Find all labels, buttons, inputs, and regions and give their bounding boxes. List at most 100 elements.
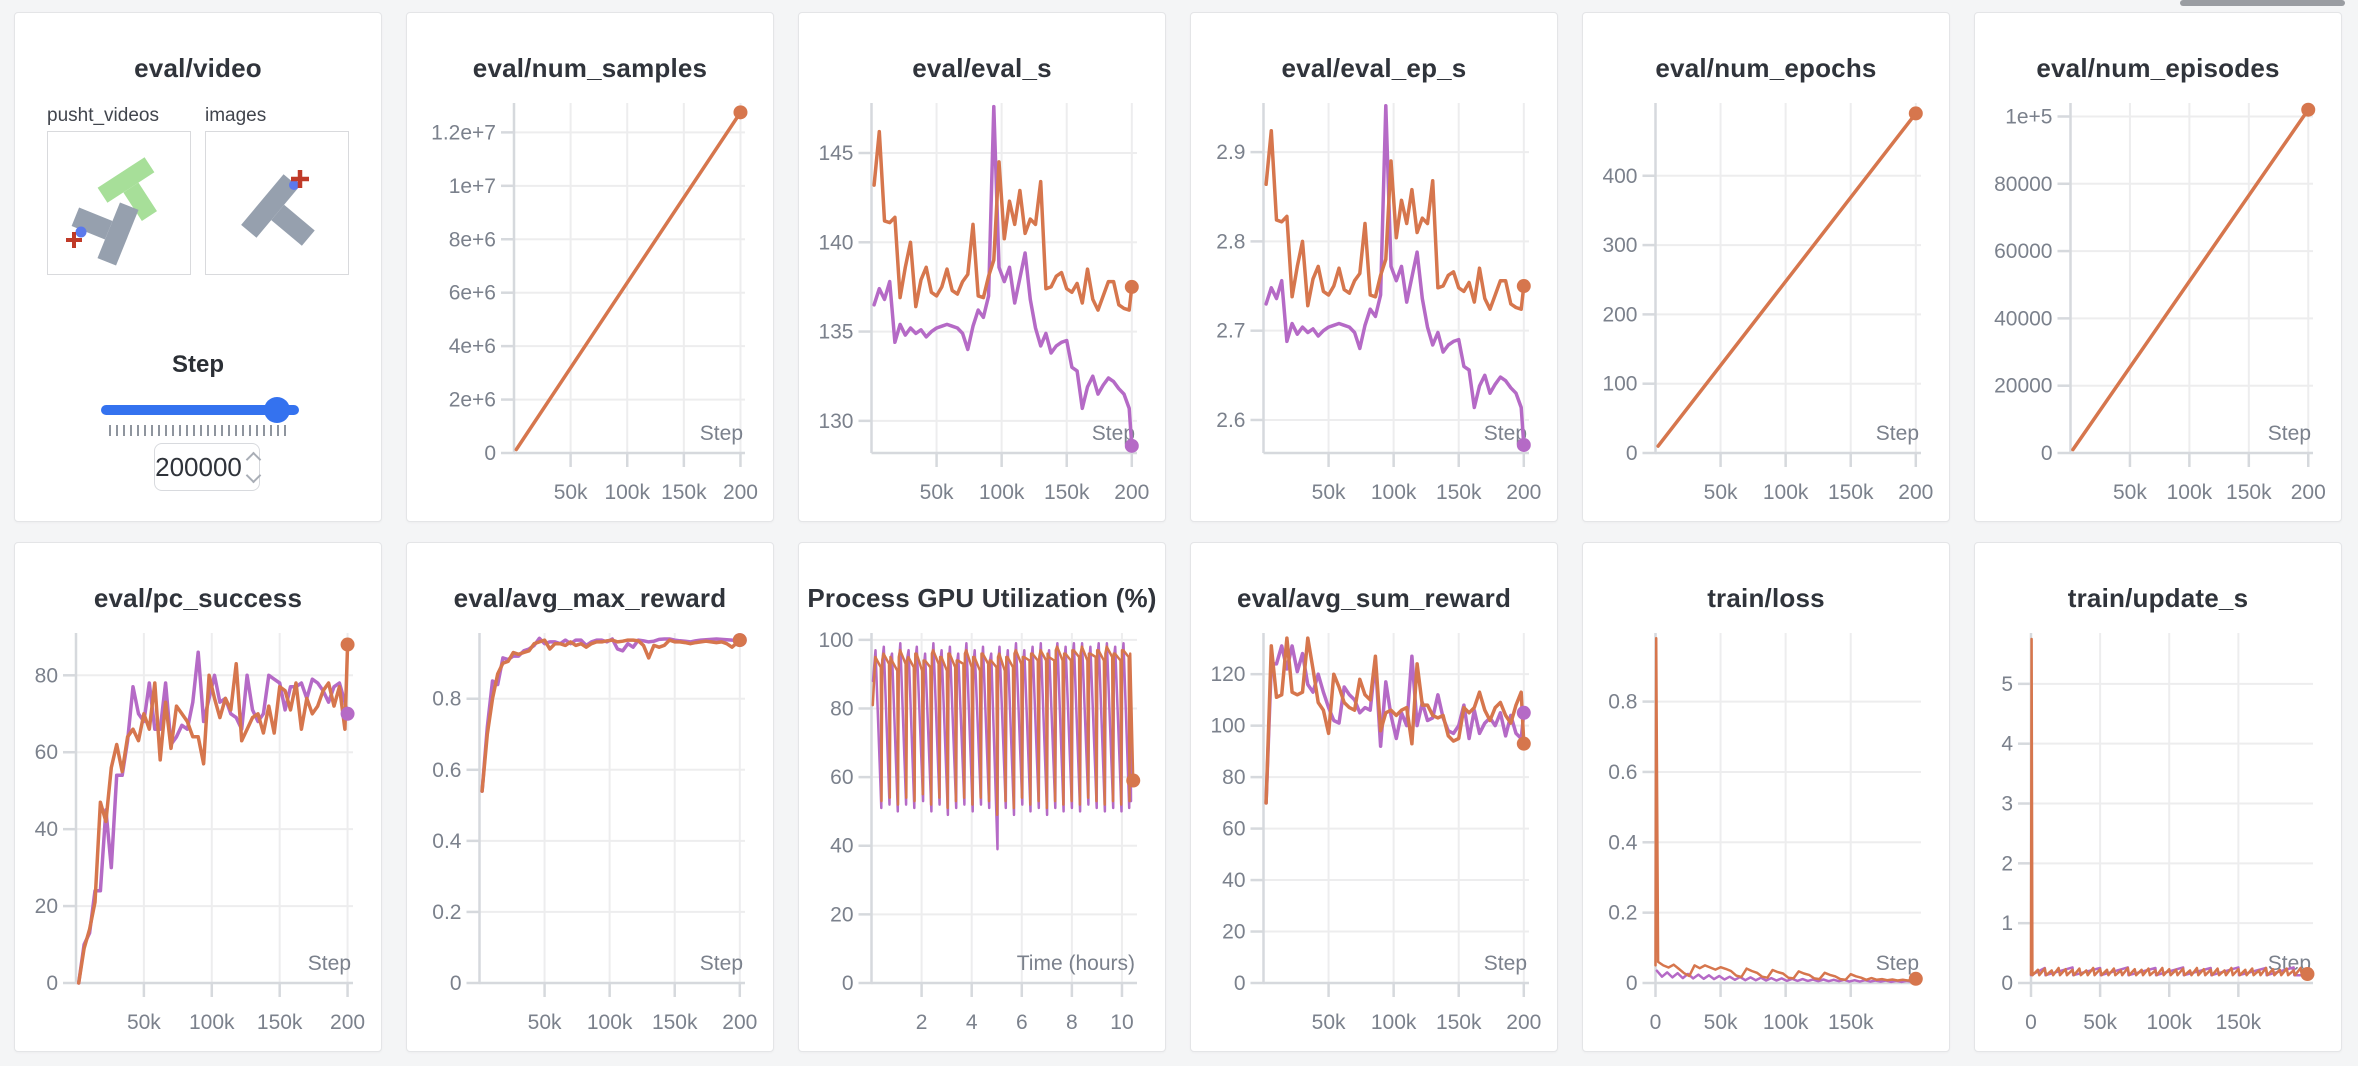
svg-text:40: 40 [1222,869,1245,892]
svg-text:130: 130 [818,410,853,433]
svg-text:0.8: 0.8 [1608,691,1637,714]
chart-canvas[interactable]: 0 20 40 60 80 100 120 50k 100k 150k 200 Step [1191,543,1557,1051]
panel-train-update-s: 0 1 2 3 4 5 0 50k 100k 150k Step train/update_s [1974,542,2342,1052]
svg-text:2.6: 2.6 [1216,409,1245,432]
svg-text:80: 80 [830,697,853,720]
svg-text:0: 0 [1626,442,1638,465]
svg-text:200: 200 [1506,1011,1541,1034]
svg-text:150k: 150k [1436,1011,1482,1034]
svg-text:100: 100 [1602,373,1637,396]
svg-text:140: 140 [818,231,853,254]
chart-svg: 0 0.2 0.4 0.6 0.8 50k 100k 150k 200 Step [432,633,757,1034]
svg-text:0.4: 0.4 [1608,831,1638,854]
svg-text:200: 200 [722,1011,757,1034]
svg-text:100k: 100k [1371,481,1417,504]
panel-eval-avg-max-reward: 0 0.2 0.4 0.6 0.8 50k 100k 150k 200 Step eval/avg… [406,542,774,1052]
svg-text:200: 200 [330,1011,365,1034]
media-thumbnail-pusht-videos[interactable] [47,131,191,275]
step-slider-track[interactable] [101,405,299,415]
horizontal-scrollbar-thumb[interactable] [2180,0,2345,6]
svg-text:0: 0 [1234,972,1246,995]
media-thumbnail-images[interactable] [205,131,349,275]
chart-canvas[interactable]: 130 135 140 145 50k 100k 150k 200 Step [799,13,1165,521]
svg-text:20000: 20000 [1994,375,2052,398]
decrement-icon[interactable] [245,467,262,483]
svg-text:Step: Step [1876,422,1919,445]
svg-text:0: 0 [842,972,854,995]
chart-svg: 0 20 40 60 80 100 120 50k 100k 150k 200 Step [1210,633,1541,1034]
svg-text:150k: 150k [652,1011,698,1034]
svg-text:200: 200 [2291,481,2326,504]
panel-process-gpu-utilization: 0 20 40 60 80 100 2 4 6 8 10 Time (hours) Process G… [798,542,1166,1052]
svg-text:50k: 50k [1704,1011,1738,1034]
svg-text:200: 200 [1602,303,1637,326]
svg-text:150k: 150k [1044,481,1090,504]
panel-title: Process GPU Utilization (%) [807,583,1157,613]
svg-text:150k: 150k [1828,1011,1874,1034]
chart-canvas[interactable]: 0 100 200 300 400 50k 100k 150k 200 Step [1583,13,1949,521]
chart-canvas[interactable]: 0 20 40 60 80 50k 100k 150k 200 Step [15,543,381,1051]
svg-text:120: 120 [1210,663,1245,686]
svg-text:0: 0 [46,972,58,995]
svg-text:0.6: 0.6 [432,759,461,782]
svg-text:4: 4 [2001,733,2013,756]
svg-text:100: 100 [1210,715,1245,738]
svg-text:145: 145 [818,142,853,165]
chart-canvas[interactable]: 0 2e+6 4e+6 6e+6 8e+6 1e+7 1.2e+7 50k 100k 150k 20… [407,13,773,521]
svg-text:135: 135 [818,321,853,344]
step-slider-label: Step [171,351,224,378]
svg-text:100k: 100k [1371,1011,1417,1034]
step-slider-knob[interactable] [264,397,290,423]
svg-text:100k: 100k [604,481,650,504]
stepper-arrows[interactable] [245,451,262,483]
svg-text:50k: 50k [554,481,588,504]
svg-text:50k: 50k [1312,1011,1346,1034]
increment-icon[interactable] [245,451,262,467]
svg-text:200: 200 [1506,481,1541,504]
panel-train-loss: 0 0.2 0.4 0.6 0.8 0 50k 100k 150k Step train/loss [1582,542,1950,1052]
svg-text:60000: 60000 [1994,240,2052,263]
chart-canvas[interactable]: 0 1 2 3 4 5 0 50k 100k 150k Step [1975,543,2341,1051]
svg-text:Step: Step [1876,952,1919,975]
panel-title: eval/video [134,53,262,83]
svg-text:0: 0 [1650,1011,1662,1034]
svg-text:60: 60 [1222,818,1245,841]
pusht-video-frame [66,157,157,266]
svg-text:50k: 50k [127,1011,161,1034]
panel-eval-num-epochs: 0 100 200 300 400 50k 100k 150k 200 Step eval/num… [1582,12,1950,522]
svg-text:200: 200 [1898,481,1933,504]
chart-svg: 130 135 140 145 50k 100k 150k 200 Step [818,103,1149,504]
svg-text:100k: 100k [2167,481,2213,504]
chart-canvas[interactable]: 0 0.2 0.4 0.6 0.8 0 50k 100k 150k Step [1583,543,1949,1051]
svg-text:2e+6: 2e+6 [449,389,496,412]
panel-eval-num-samples: 0 2e+6 4e+6 6e+6 8e+6 1e+7 1.2e+7 50k 100k 150k 20… [406,12,774,522]
svg-text:5: 5 [2001,673,2013,696]
svg-text:100k: 100k [189,1011,235,1034]
svg-text:2: 2 [2001,852,2013,875]
svg-text:40: 40 [830,835,853,858]
svg-text:1: 1 [2001,912,2013,935]
chart-canvas[interactable]: 0 20 40 60 80 100 2 4 6 8 10 Time (hours) [799,543,1165,1051]
step-slider[interactable] [101,397,299,423]
panel-title: train/update_s [2067,583,2249,613]
panel-title: eval/avg_max_reward [453,583,727,613]
svg-text:6: 6 [1016,1011,1028,1034]
chart-svg: 2.6 2.7 2.8 2.9 50k 100k 150k 200 Step [1216,103,1541,504]
chart-canvas[interactable]: 2.6 2.7 2.8 2.9 50k 100k 150k 200 Step [1191,13,1557,521]
svg-text:4: 4 [966,1011,978,1034]
panel-title: eval/avg_sum_reward [1236,583,1512,613]
svg-text:8: 8 [1066,1011,1078,1034]
svg-text:60: 60 [35,741,58,764]
svg-text:Step: Step [1484,422,1527,445]
chart-canvas[interactable]: 0 0.2 0.4 0.6 0.8 50k 100k 150k 200 Step [407,543,773,1051]
svg-text:80: 80 [35,664,58,687]
step-input-value[interactable]: 200000 [155,451,242,482]
step-input[interactable]: 200000 [154,443,262,491]
svg-text:2: 2 [916,1011,928,1034]
chart-svg: 0 20 40 60 80 50k 100k 150k 200 Step [35,633,365,1034]
svg-text:40000: 40000 [1994,307,2052,330]
svg-text:50k: 50k [528,1011,562,1034]
svg-text:0.2: 0.2 [1608,902,1637,925]
svg-text:Step: Step [2268,422,2311,445]
chart-canvas[interactable]: 0 20000 40000 60000 80000 1e+5 50k 100k 150k 200 S… [1975,13,2341,521]
